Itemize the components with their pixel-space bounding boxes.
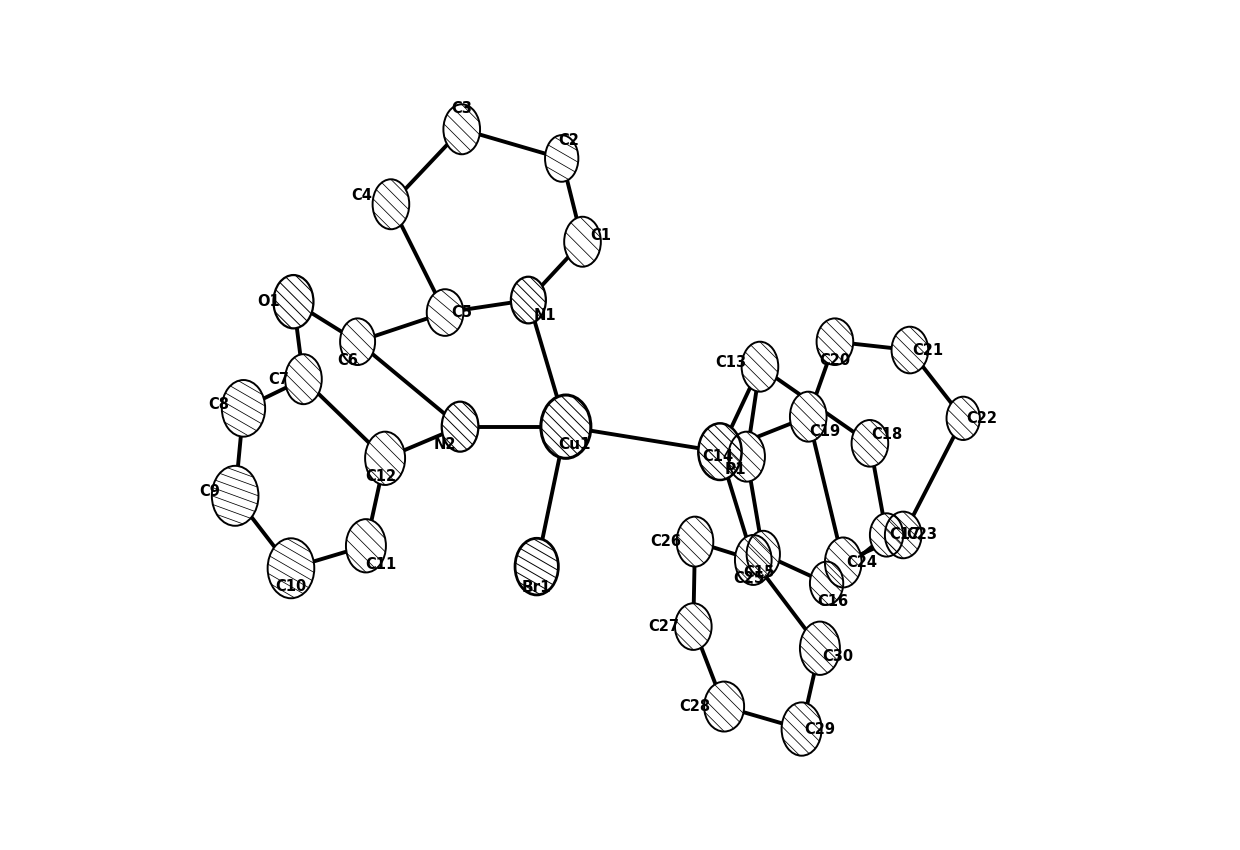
Ellipse shape <box>817 319 853 365</box>
Ellipse shape <box>427 289 464 336</box>
Ellipse shape <box>222 380 265 437</box>
Text: C15: C15 <box>744 565 775 580</box>
Ellipse shape <box>212 466 258 526</box>
Text: C6: C6 <box>337 353 358 367</box>
Ellipse shape <box>781 702 822 756</box>
Ellipse shape <box>675 604 712 650</box>
Text: C23: C23 <box>906 528 937 542</box>
Text: C10: C10 <box>275 579 306 594</box>
Text: C25: C25 <box>734 570 765 586</box>
Ellipse shape <box>541 395 590 458</box>
Text: C21: C21 <box>913 343 944 358</box>
Text: C29: C29 <box>805 722 836 737</box>
Ellipse shape <box>800 621 839 675</box>
Text: C22: C22 <box>966 411 997 426</box>
Ellipse shape <box>511 277 546 323</box>
Text: C24: C24 <box>846 555 877 570</box>
Text: N2: N2 <box>434 438 456 452</box>
Text: C3: C3 <box>451 101 472 116</box>
Ellipse shape <box>870 513 903 557</box>
Text: C1: C1 <box>590 228 611 242</box>
Ellipse shape <box>825 537 862 587</box>
Ellipse shape <box>444 105 480 155</box>
Ellipse shape <box>790 392 827 442</box>
Text: C2: C2 <box>558 133 579 148</box>
Ellipse shape <box>698 423 742 480</box>
Ellipse shape <box>274 275 314 328</box>
Ellipse shape <box>515 538 558 595</box>
Ellipse shape <box>746 530 780 577</box>
Ellipse shape <box>885 512 921 558</box>
Ellipse shape <box>735 535 771 585</box>
Text: C7: C7 <box>268 371 289 387</box>
Text: P1: P1 <box>724 462 745 478</box>
Ellipse shape <box>946 397 980 440</box>
Ellipse shape <box>285 354 322 405</box>
Ellipse shape <box>546 135 578 182</box>
Ellipse shape <box>441 402 479 451</box>
Text: N1: N1 <box>533 308 557 322</box>
Text: C8: C8 <box>208 397 229 411</box>
Ellipse shape <box>268 538 314 598</box>
Ellipse shape <box>365 432 405 485</box>
Ellipse shape <box>742 342 779 392</box>
Text: C28: C28 <box>680 699 711 714</box>
Text: C30: C30 <box>822 649 854 664</box>
Text: C12: C12 <box>366 469 397 484</box>
Text: C14: C14 <box>702 449 733 464</box>
Text: C4: C4 <box>351 189 372 203</box>
Text: C20: C20 <box>820 353 851 367</box>
Ellipse shape <box>892 326 929 373</box>
Text: C27: C27 <box>649 619 680 634</box>
Text: Br1: Br1 <box>522 580 552 595</box>
Ellipse shape <box>340 319 374 365</box>
Text: C17: C17 <box>889 528 920 542</box>
Text: C18: C18 <box>870 428 903 443</box>
Ellipse shape <box>677 517 713 567</box>
Ellipse shape <box>372 179 409 230</box>
Ellipse shape <box>728 432 765 482</box>
Ellipse shape <box>704 682 744 732</box>
Text: C9: C9 <box>200 484 221 499</box>
Ellipse shape <box>852 420 888 467</box>
Text: C16: C16 <box>817 594 849 609</box>
Text: C26: C26 <box>650 534 681 549</box>
Ellipse shape <box>564 217 601 267</box>
Ellipse shape <box>810 562 843 605</box>
Text: C13: C13 <box>715 355 746 370</box>
Text: C5: C5 <box>451 305 472 320</box>
Text: C19: C19 <box>810 424 841 439</box>
Ellipse shape <box>346 519 386 572</box>
Text: C11: C11 <box>366 557 397 571</box>
Text: Cu1: Cu1 <box>558 438 590 452</box>
Text: O1: O1 <box>257 294 280 309</box>
